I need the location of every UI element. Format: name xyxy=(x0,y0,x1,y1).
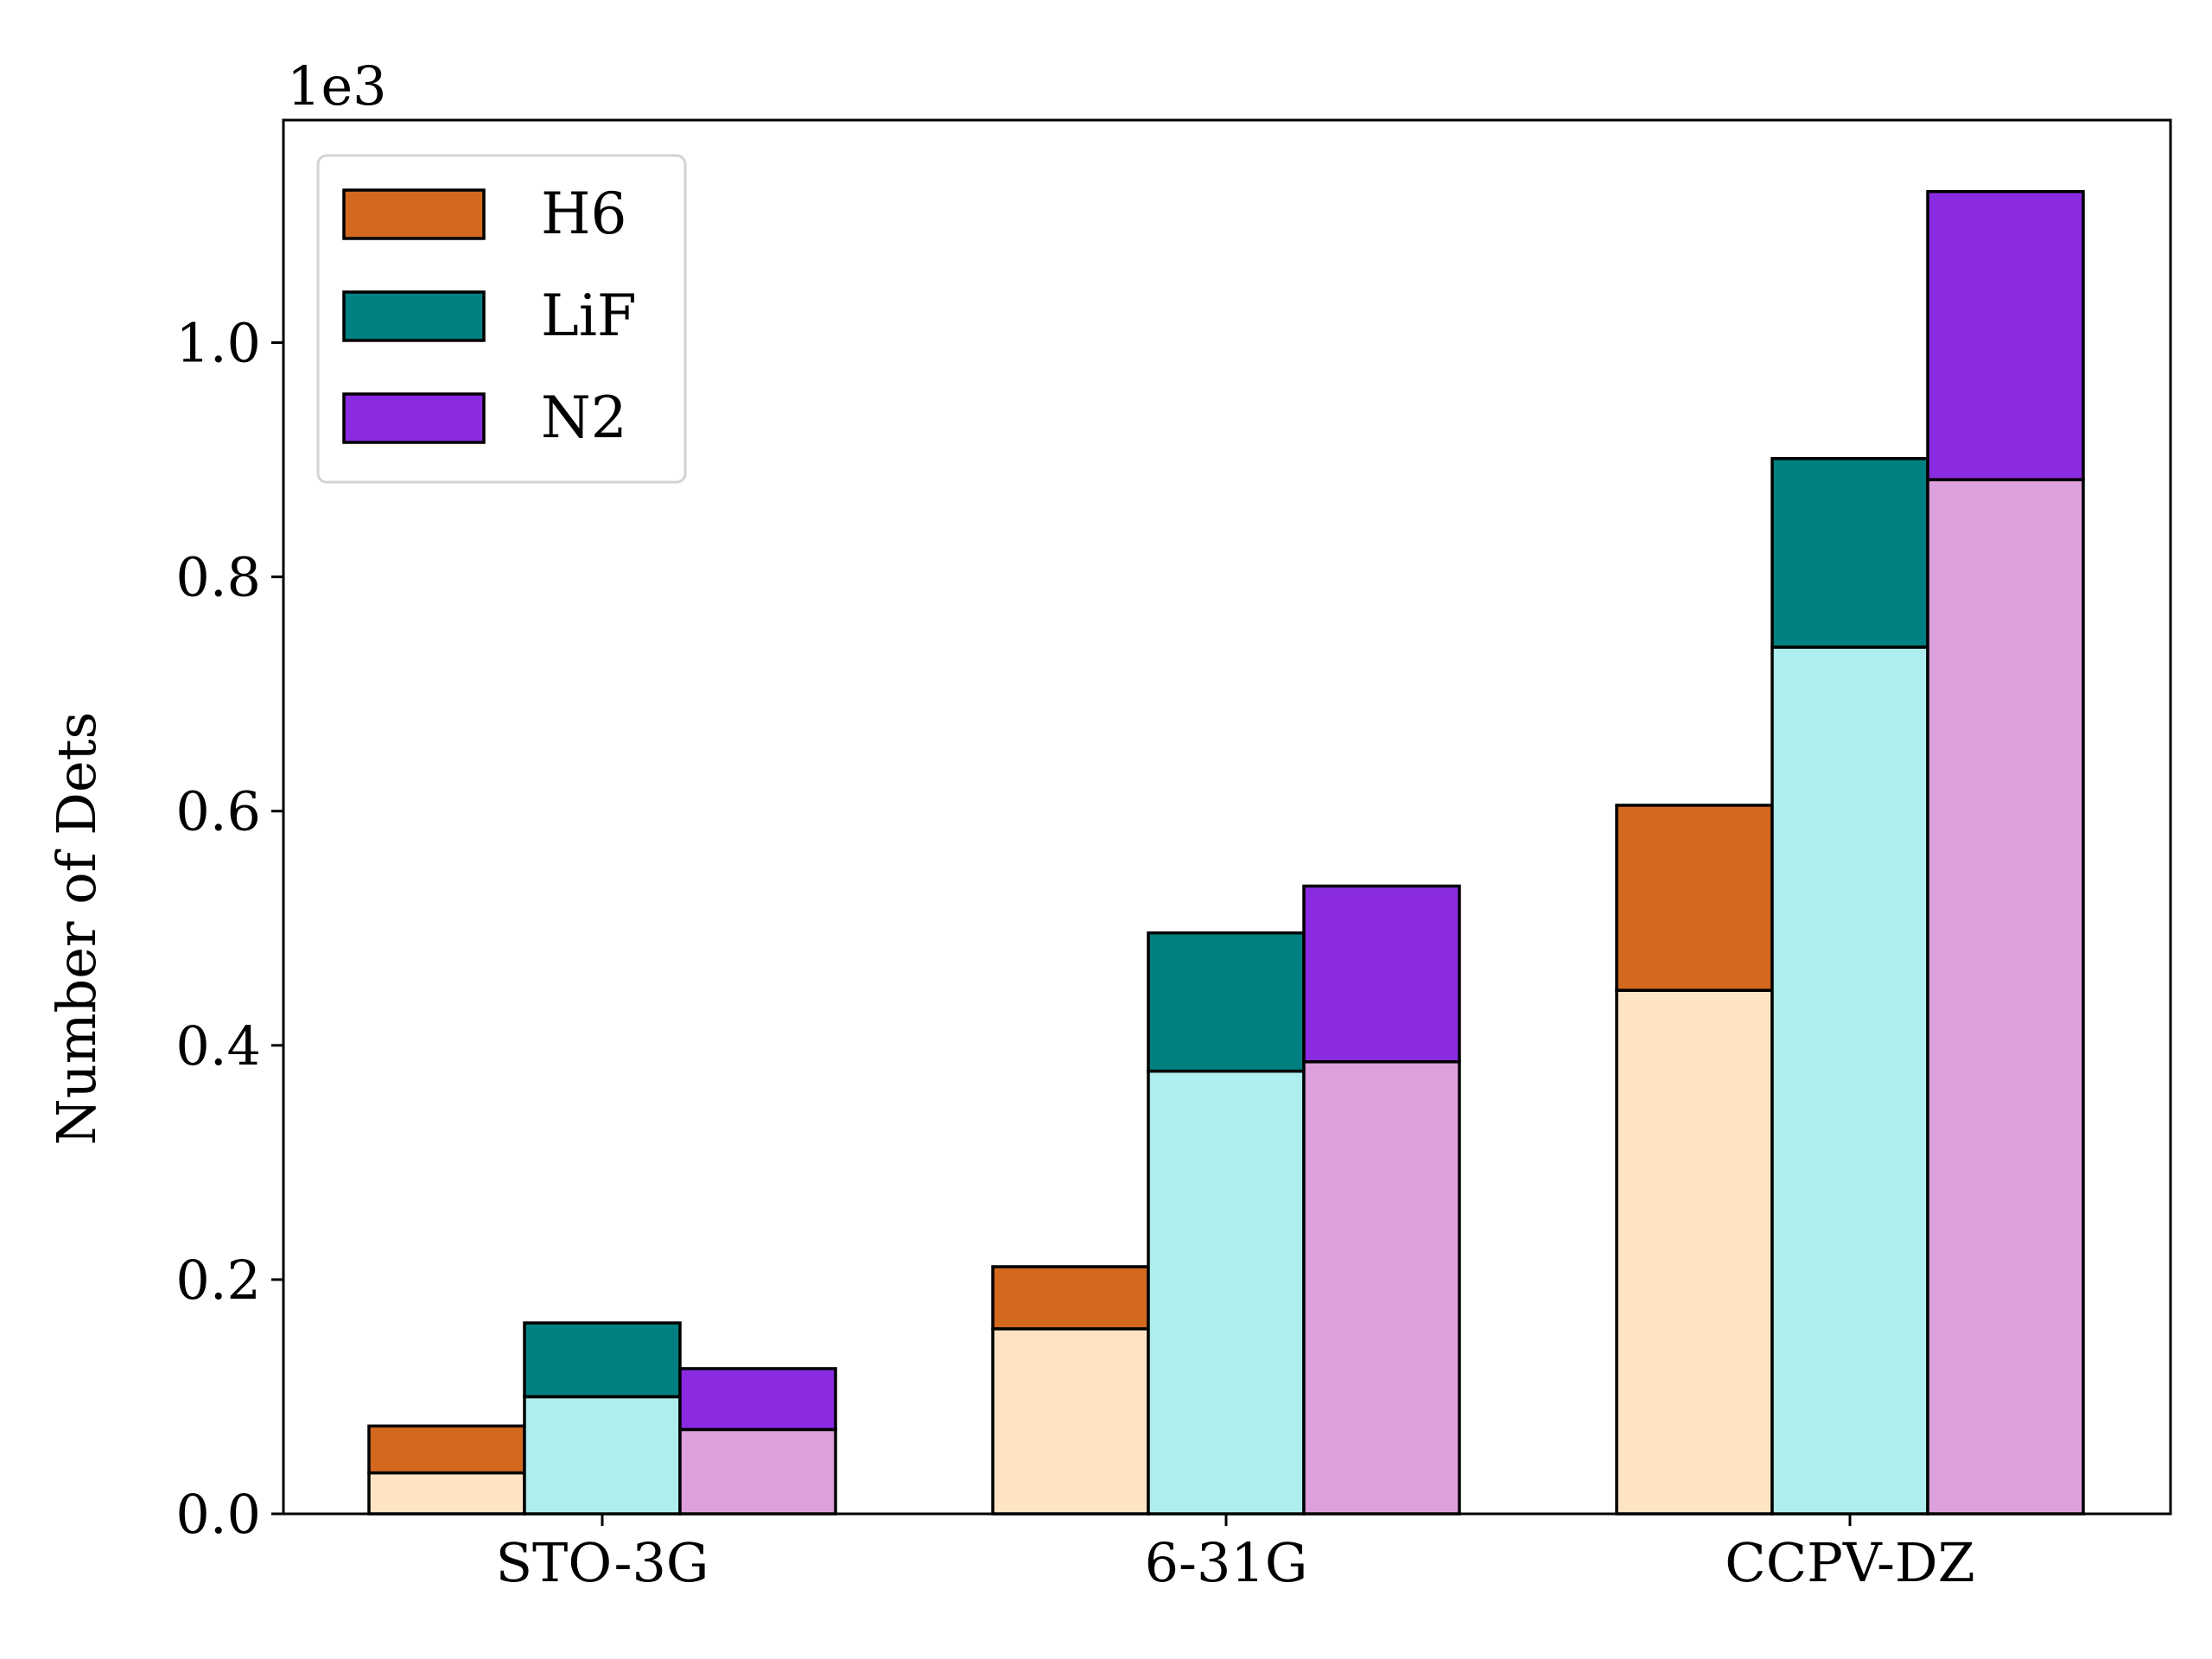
bar-base-h6-6-31g xyxy=(991,1327,1150,1516)
legend-label-lif: LiF xyxy=(541,283,637,349)
bar-base-n2-sto-3g xyxy=(678,1427,837,1516)
x-axis-ticks: STO-3G 6-31G CCPV-DZ xyxy=(496,1514,1975,1594)
bar-base-h6-sto-3g xyxy=(367,1471,526,1516)
y-axis-multiplier: 1e3 xyxy=(287,54,387,118)
bar-base-lif-6-31g xyxy=(1147,1069,1306,1516)
y-axis-label: Number of Dets xyxy=(45,712,108,1146)
legend-swatch-lif xyxy=(342,290,486,342)
x-tick-label: CCPV-DZ xyxy=(1725,1531,1974,1594)
bar-top-h6-6-31g xyxy=(991,1265,1150,1331)
y-tick-label: 0.0 xyxy=(175,1483,261,1546)
bar-top-h6-sto-3g xyxy=(367,1424,526,1475)
y-tick-label: 0.2 xyxy=(175,1249,261,1312)
legend-swatch-h6 xyxy=(342,188,486,240)
bar-top-lif-ccpv-dz xyxy=(1770,456,1929,649)
bar-top-lif-6-31g xyxy=(1147,931,1306,1073)
legend-label-n2: N2 xyxy=(541,385,627,451)
legend-label-h6: H6 xyxy=(541,181,627,247)
bar-base-n2-6-31g xyxy=(1302,1060,1461,1516)
bar-top-n2-ccpv-dz xyxy=(1926,189,2085,481)
bars-layer xyxy=(367,189,2085,1516)
bar-base-n2-ccpv-dz xyxy=(1926,478,2085,1516)
legend-swatch-n2 xyxy=(342,392,486,444)
bar-top-n2-sto-3g xyxy=(678,1367,837,1432)
bar-base-h6-ccpv-dz xyxy=(1615,988,1774,1516)
bar-base-lif-ccpv-dz xyxy=(1770,645,1929,1516)
y-tick-label: 1.0 xyxy=(175,312,261,375)
y-tick-label: 0.8 xyxy=(175,546,261,609)
bar-base-lif-sto-3g xyxy=(523,1395,682,1516)
x-tick-label: STO-3G xyxy=(496,1531,709,1594)
bar-top-n2-6-31g xyxy=(1302,884,1461,1064)
x-tick-label: 6-31G xyxy=(1145,1531,1308,1594)
y-tick-label: 0.6 xyxy=(175,780,261,843)
legend: H6 LiF N2 xyxy=(316,154,687,484)
y-axis-ticks: 0.0 0.2 0.4 0.6 0.8 1.0 xyxy=(175,312,283,1546)
y-tick-label: 0.4 xyxy=(175,1014,261,1077)
bar-top-lif-sto-3g xyxy=(523,1321,682,1399)
bar-top-h6-ccpv-dz xyxy=(1615,804,1774,992)
